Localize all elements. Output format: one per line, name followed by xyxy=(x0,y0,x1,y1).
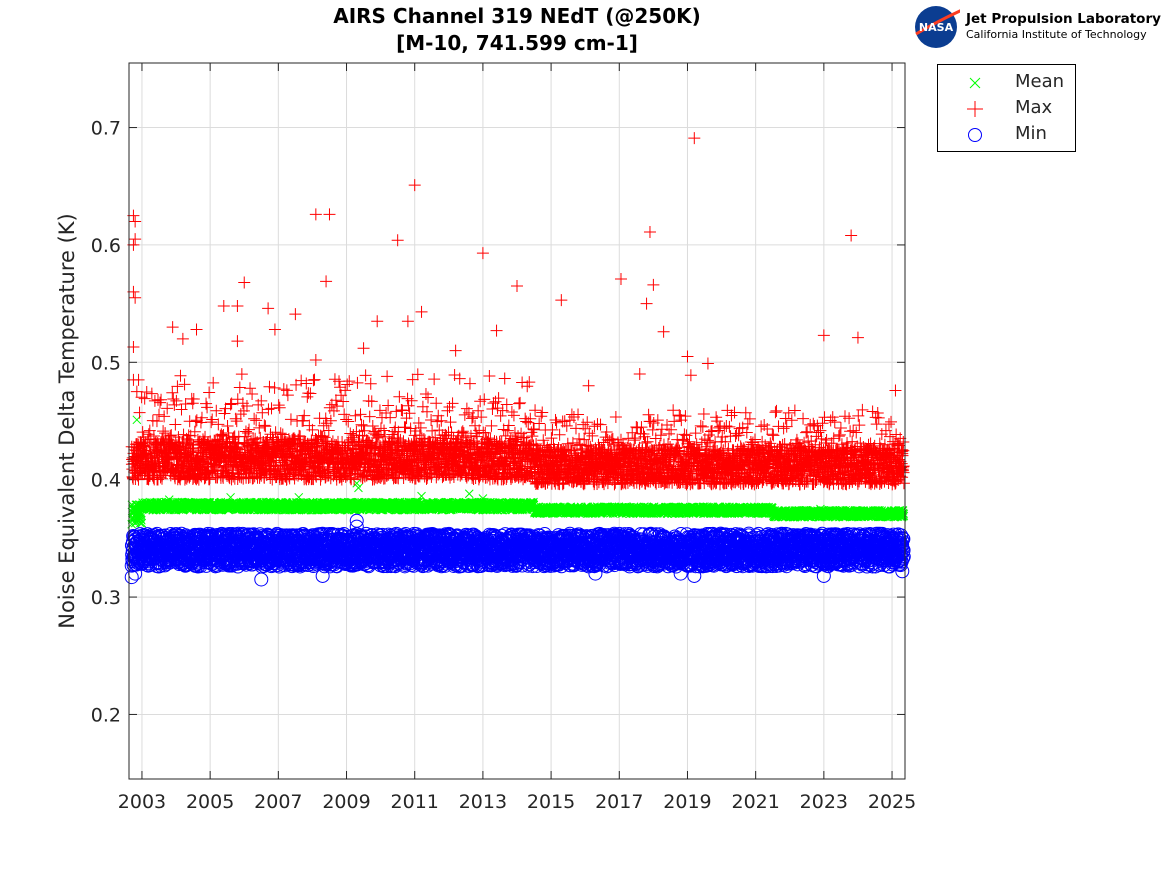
x-tick-label: 2009 xyxy=(322,791,370,813)
x-tick-label: 2015 xyxy=(527,791,575,813)
y-tick-label: 0.4 xyxy=(91,470,121,492)
y-axis-label: Noise Equivalent Delta Temperature (K) xyxy=(55,213,79,629)
x-tick-label: 2021 xyxy=(731,791,779,813)
y-tick-label: 0.3 xyxy=(91,587,121,609)
x-tick-label: 2023 xyxy=(800,791,848,813)
x-tick-label: 2013 xyxy=(459,791,507,813)
x-tick-label: 2003 xyxy=(118,791,166,813)
x-tick-label: 2017 xyxy=(595,791,643,813)
x-tick-label: 2007 xyxy=(254,791,302,813)
chart-subtitle: [M-10, 741.599 cm-1] xyxy=(396,31,638,55)
x-tick-label: 2005 xyxy=(186,791,234,813)
y-tick-label: 0.5 xyxy=(91,352,121,374)
y-tick-label: 0.2 xyxy=(91,704,121,726)
plot-area xyxy=(129,63,905,779)
y-tick-label: 0.6 xyxy=(91,235,121,257)
mean-marker xyxy=(137,518,147,528)
mean-marker xyxy=(136,515,146,525)
x-tick-label: 2025 xyxy=(868,791,916,813)
x-tick-label: 2019 xyxy=(663,791,711,813)
y-tick-label: 0.7 xyxy=(91,118,121,140)
x-tick-label: 2011 xyxy=(391,791,439,813)
series-mean xyxy=(127,415,909,529)
chart-title: AIRS Channel 319 NEdT (@250K) xyxy=(333,4,701,28)
